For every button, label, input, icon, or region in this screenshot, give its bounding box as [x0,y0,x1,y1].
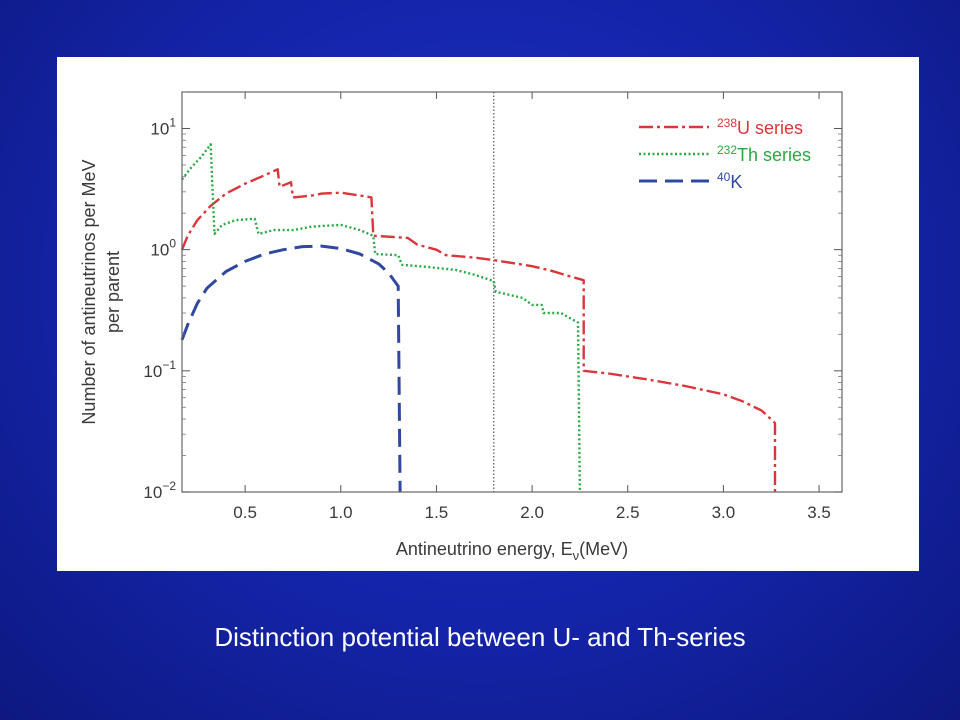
series-group [180,143,777,493]
chart-svg: 0.5 1.0 1.5 2.0 2.5 3.0 3.5 101 100 10−1 10−2 238U… [79,91,843,563]
legend-label-1: 232Th series [717,143,811,165]
series-line-1 [181,143,582,493]
x-tick-label: 1.0 [329,503,353,522]
x-tick-label: 2.5 [616,503,640,522]
x-axis-label-unit: (MeV) [579,539,628,559]
legend: 238U series 232Th series 40K [639,116,811,192]
legend-label-2: 40K [717,170,742,192]
x-axis-label: Antineutrino energy, Eν(MeV) [396,539,628,563]
series-line-0 [180,168,777,492]
chart-panel: 0.5 1.0 1.5 2.0 2.5 3.0 3.5 101 100 10−1 10−2 238U… [57,57,919,571]
x-tick-label: 0.5 [233,503,257,522]
y-tick-label: 10−1 [143,358,176,381]
plot-frame [181,91,843,493]
slide-caption: Distinction potential between U- and Th-… [214,622,746,652]
y-tick-label: 10−2 [143,479,176,502]
x-tick-label: 2.0 [520,503,544,522]
x-tick-label: 1.5 [425,503,449,522]
y-tick-label: 101 [150,115,176,138]
legend-label-0: 238U series [717,116,803,138]
x-tick-label: 3.5 [807,503,831,522]
y-axis-label-line1: Number of antineutrinos per MeV [79,159,99,424]
x-tick-label: 3.0 [712,503,736,522]
axis-ticks: 0.5 1.0 1.5 2.0 2.5 3.0 3.5 101 100 10−1 10−2 [143,91,842,522]
y-axis-label-line2: per parent [103,251,123,333]
x-axis-label-subscript: ν [573,548,580,563]
y-tick-label: 100 [150,237,176,260]
series-line-2 [180,244,402,493]
